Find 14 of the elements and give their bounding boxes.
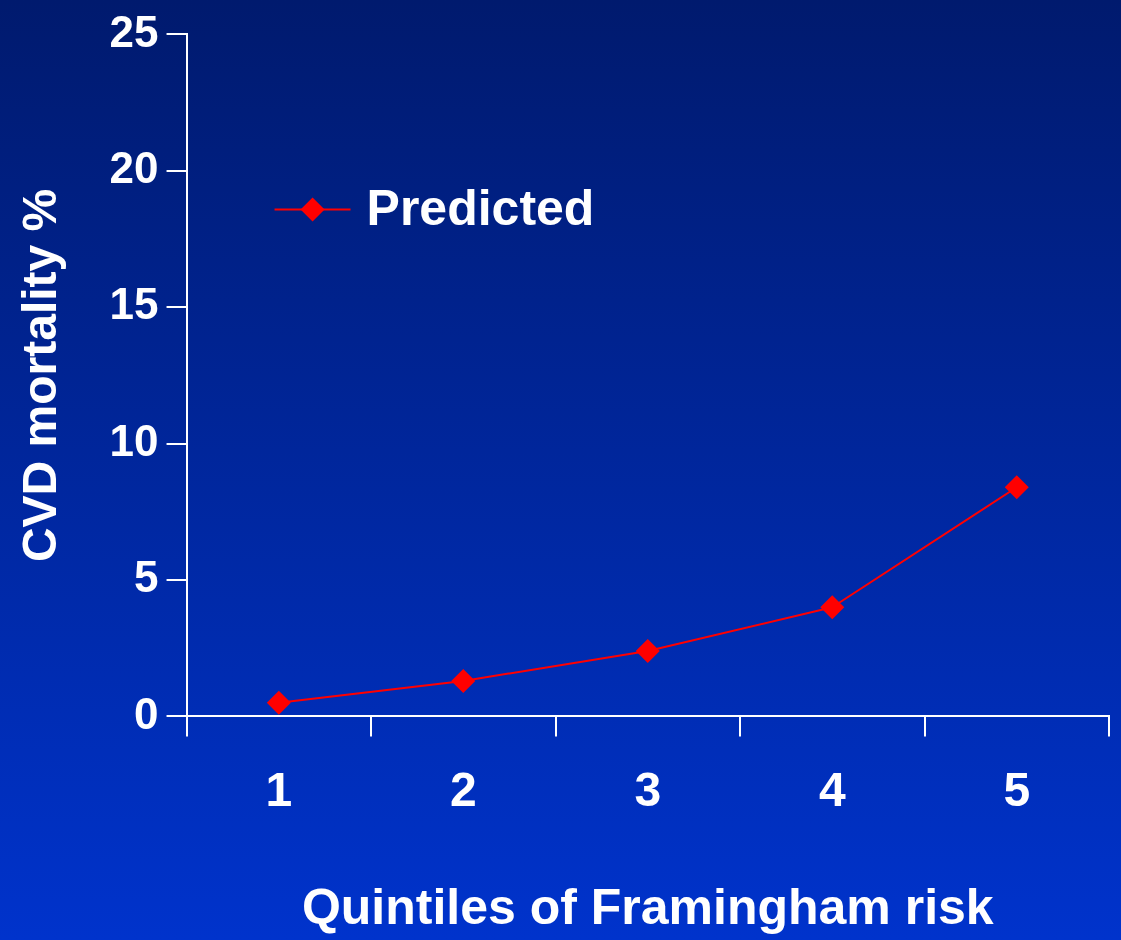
- y-tick-label: 10: [109, 415, 159, 465]
- y-tick-label: 20: [109, 142, 159, 192]
- x-axis-title: Quintiles of Framingham risk: [301, 878, 994, 935]
- x-tick-label: 5: [1003, 763, 1031, 817]
- legend-label: Predicted: [366, 180, 595, 237]
- y-tick-label: 0: [134, 688, 159, 738]
- y-tick-label: 15: [109, 279, 159, 329]
- y-tick-label: 25: [109, 6, 159, 56]
- y-axis-title: CVD mortality %: [13, 188, 67, 563]
- x-tick-label: 4: [818, 763, 846, 817]
- y-tick-label: 5: [134, 552, 159, 602]
- x-tick-label: 1: [265, 763, 293, 817]
- x-tick-label: 2: [449, 763, 477, 817]
- x-tick-label: 3: [634, 763, 662, 817]
